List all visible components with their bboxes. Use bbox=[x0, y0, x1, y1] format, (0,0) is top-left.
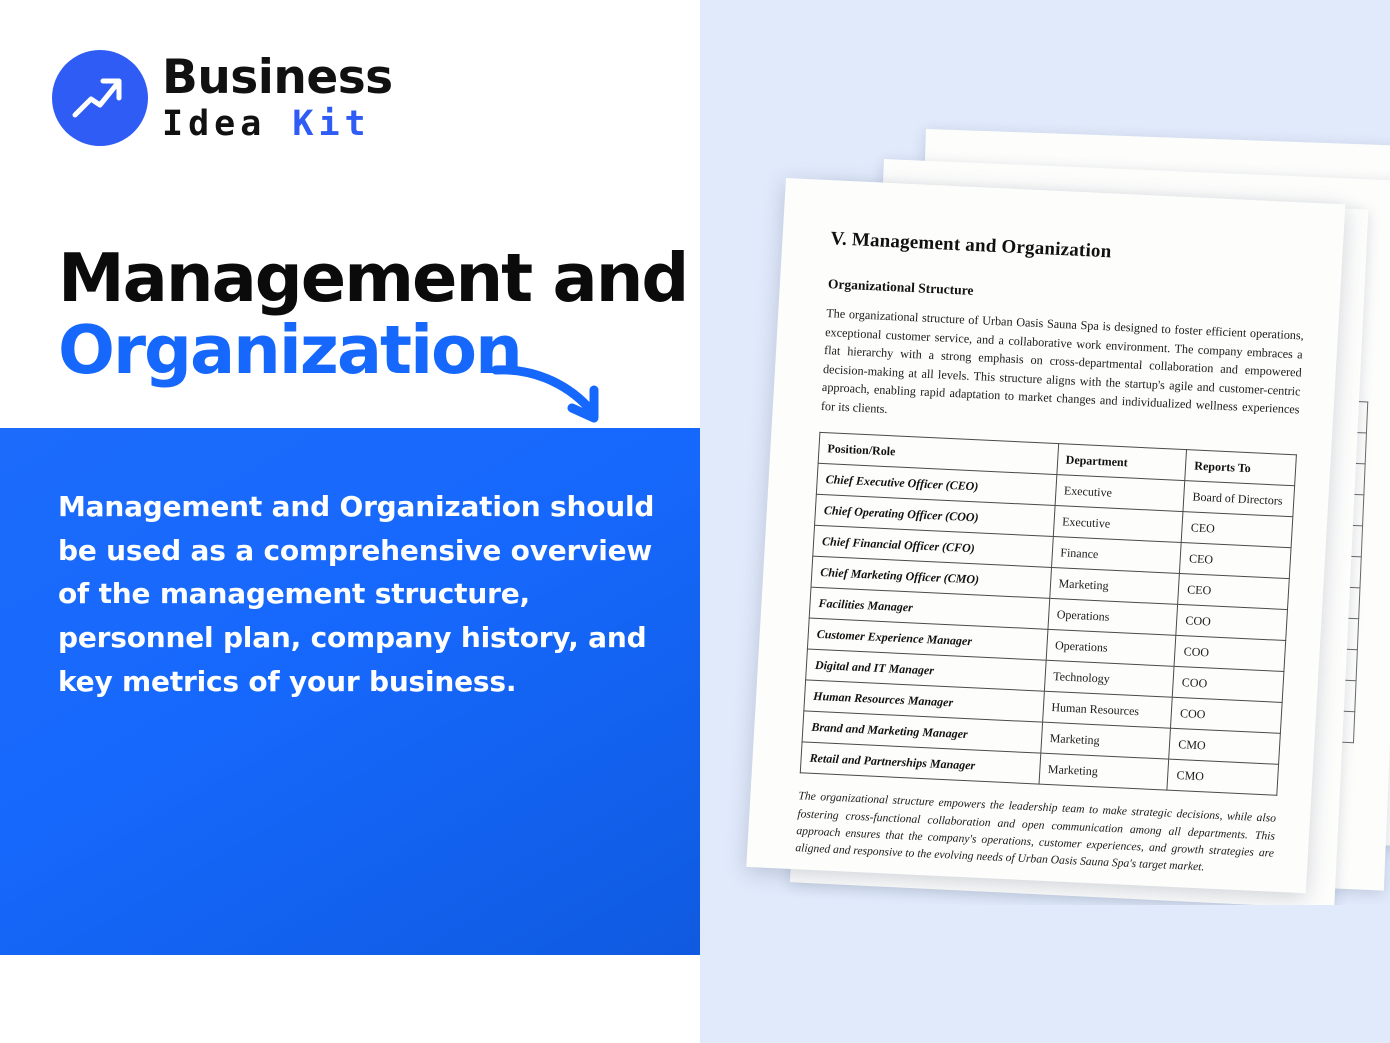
cell-report: CEO bbox=[1179, 542, 1292, 579]
th-reports-to: Reports To bbox=[1185, 449, 1297, 487]
cell-report: COO bbox=[1174, 635, 1286, 672]
document-page-front: V. Management and Organization Organizat… bbox=[746, 178, 1346, 894]
cell-report: COO bbox=[1176, 604, 1288, 641]
cell-report: CMO bbox=[1167, 759, 1279, 796]
page-title-line2: Organization bbox=[58, 310, 523, 389]
closing-paragraph-1: The organizational structure empowers th… bbox=[795, 789, 1277, 874]
cell-report: CEO bbox=[1177, 573, 1290, 610]
brand-name-text: Business bbox=[162, 50, 393, 105]
cell-report: COO bbox=[1172, 666, 1284, 703]
document-heading: V. Management and Organization bbox=[829, 228, 1113, 263]
cell-report: CEO bbox=[1181, 511, 1293, 548]
org-structure-table: Position/Role Department Reports To Chie… bbox=[800, 432, 1297, 796]
page-title-line1: Management and bbox=[58, 239, 689, 317]
brand-name-line1: Business bbox=[162, 54, 393, 101]
cell-report: Board of Directors bbox=[1183, 480, 1295, 518]
document-intro-paragraph: The organizational structure of Urban Oa… bbox=[820, 306, 1305, 417]
curved-arrow-down-right-icon bbox=[492, 365, 599, 423]
callout-description: Management and Organization should be us… bbox=[58, 490, 655, 698]
cell-report: CMO bbox=[1168, 728, 1281, 765]
cell-dept: Marketing bbox=[1038, 753, 1169, 791]
cell-report: COO bbox=[1170, 697, 1283, 734]
brand-name-line2: Idea Kit bbox=[162, 107, 393, 142]
brand-idea-text: Idea bbox=[162, 104, 267, 144]
brand-kit-text: Kit bbox=[292, 104, 371, 144]
brand-logo[interactable]: Business Idea Kit bbox=[52, 50, 393, 146]
page-title: Management and Organization bbox=[58, 242, 698, 389]
trend-up-circle-icon bbox=[52, 50, 148, 146]
